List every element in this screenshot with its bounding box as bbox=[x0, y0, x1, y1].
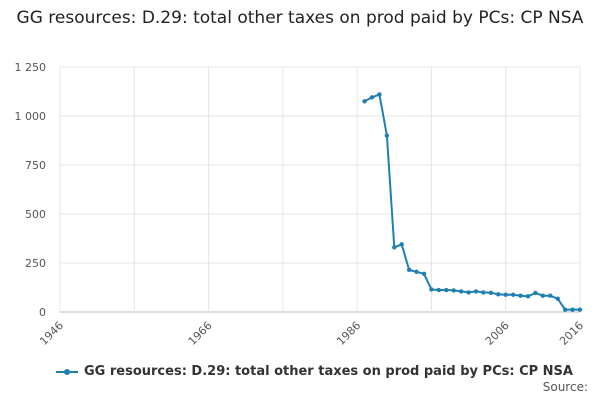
data-point[interactable] bbox=[510, 292, 516, 297]
data-point[interactable] bbox=[562, 307, 568, 312]
data-point[interactable] bbox=[392, 245, 397, 250]
data-point[interactable] bbox=[384, 133, 390, 138]
data-point[interactable] bbox=[473, 289, 479, 294]
data-point[interactable] bbox=[577, 307, 583, 312]
data-point[interactable] bbox=[362, 99, 367, 104]
data-point[interactable] bbox=[377, 92, 382, 97]
y-tick-label: 750 bbox=[25, 159, 46, 172]
x-tick-label: 2006 bbox=[483, 319, 512, 348]
y-tick-label: 500 bbox=[25, 208, 46, 221]
series-line bbox=[364, 93, 580, 311]
x-axis: 1946 1966 1986 2006 2016 bbox=[37, 319, 586, 348]
legend-label: GG resources: D.29: total other taxes on… bbox=[84, 364, 573, 379]
data-point[interactable] bbox=[481, 290, 486, 295]
data-point[interactable] bbox=[451, 288, 456, 293]
data-point[interactable] bbox=[496, 292, 501, 297]
gridlines bbox=[59, 66, 581, 313]
y-axis: 0 250 500 750 1 000 1 250 bbox=[15, 61, 47, 319]
x-tick-label: 2016 bbox=[557, 319, 586, 348]
data-point[interactable] bbox=[429, 287, 434, 292]
data-point[interactable] bbox=[436, 287, 442, 293]
data-point[interactable] bbox=[533, 290, 538, 296]
data-point[interactable] bbox=[458, 289, 464, 294]
data-point[interactable] bbox=[503, 292, 508, 297]
x-tick-label: 1986 bbox=[334, 319, 363, 348]
y-tick-label: 0 bbox=[39, 306, 46, 319]
data-point[interactable] bbox=[570, 307, 575, 312]
x-tick-label: 1946 bbox=[37, 319, 66, 348]
data-point[interactable] bbox=[399, 242, 404, 247]
data-point[interactable] bbox=[369, 95, 375, 100]
data-point[interactable] bbox=[518, 293, 523, 298]
y-tick-label: 1 250 bbox=[15, 61, 47, 74]
y-tick-label: 250 bbox=[25, 257, 46, 270]
x-tick-label: 1966 bbox=[186, 319, 215, 348]
data-point[interactable] bbox=[540, 293, 546, 298]
data-point[interactable] bbox=[548, 293, 553, 298]
y-tick-label: 1 000 bbox=[15, 110, 47, 123]
series-layer bbox=[362, 92, 583, 312]
legend[interactable]: GG resources: D.29: total other taxes on… bbox=[56, 364, 573, 379]
data-point[interactable] bbox=[525, 294, 531, 299]
data-point[interactable] bbox=[444, 287, 449, 293]
data-point[interactable] bbox=[488, 290, 494, 295]
data-point[interactable] bbox=[466, 290, 471, 295]
data-point[interactable] bbox=[406, 267, 412, 273]
chart-title: GG resources: D.29: total other taxes on… bbox=[16, 8, 584, 28]
data-point[interactable] bbox=[414, 269, 419, 275]
source-label: Source: bbox=[542, 380, 588, 394]
data-point[interactable] bbox=[555, 296, 560, 301]
legend-swatch bbox=[56, 367, 78, 377]
data-point[interactable] bbox=[421, 271, 427, 276]
